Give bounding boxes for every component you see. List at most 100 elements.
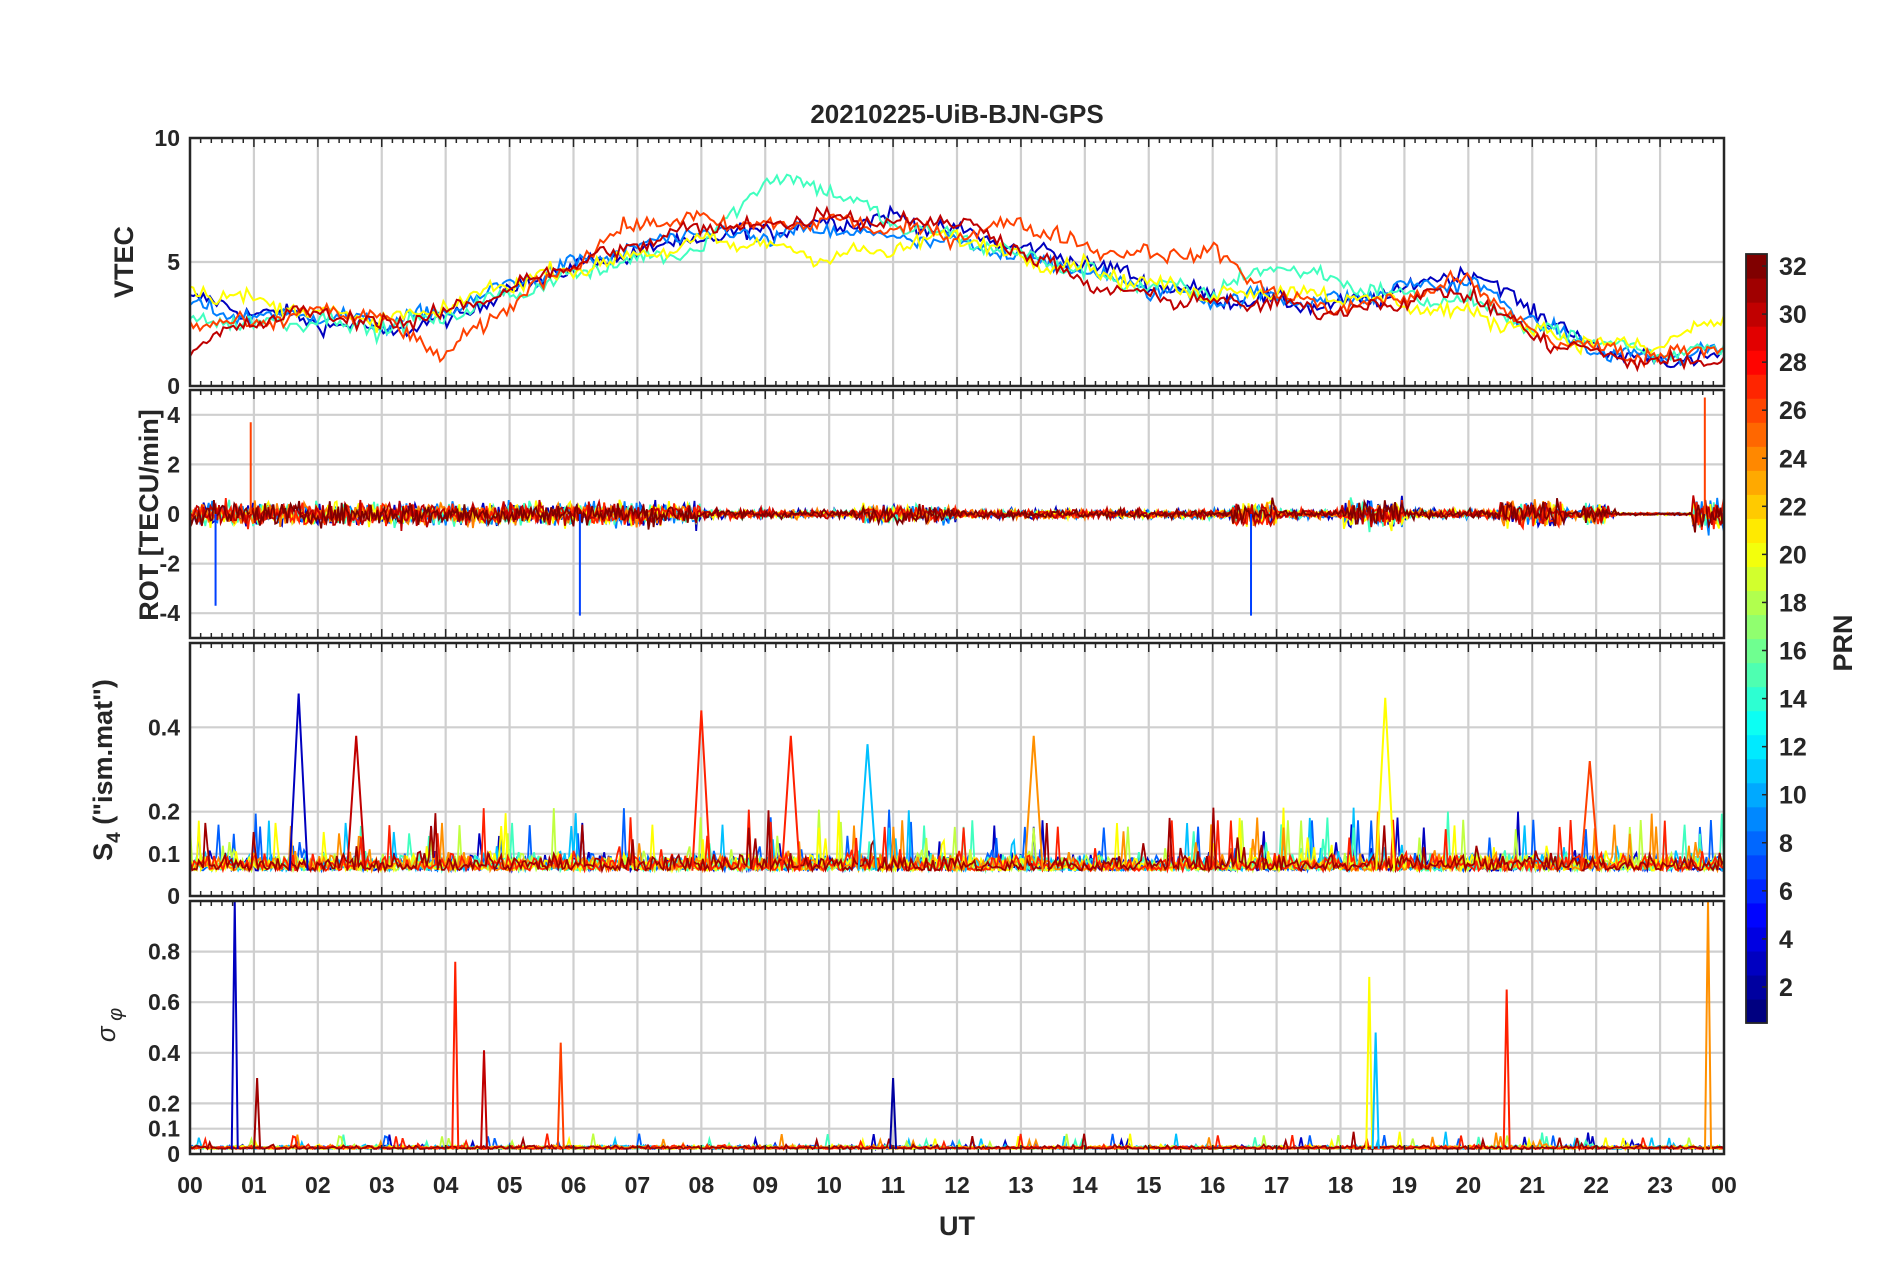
sigma_phi-peak [1704,901,1713,1149]
sigma_phi-y-tick-label: 0.1 [148,1116,180,1142]
colorbar-swatch [1746,734,1767,760]
colorbar-tick-label: 8 [1779,830,1793,858]
rot-axis-label: ROT [TECU/min] [134,409,164,620]
colorbar-swatch [1746,398,1767,423]
rot-series [190,497,1724,533]
colorbar-swatch [1746,686,1767,712]
vtec-series-prn-20 [190,228,1724,356]
sigma_phi-peak [556,1042,565,1149]
sigma_phi-y-tick-label: 0.8 [148,939,180,965]
x-tick-label: 01 [241,1172,267,1198]
sigma_phi-y-tick-label: 0 [167,1141,180,1167]
x-tick-label: 07 [625,1172,651,1198]
colorbar-swatch [1746,254,1767,279]
vtec-y-tick-label: 0 [167,373,180,399]
x-axis: 00 01 02 03 04 05 06 07 08 09 10 11 12 13 14 15 16 17 18 19… [177,1172,1737,1198]
colorbar-tick-label: 20 [1779,541,1807,569]
colorbar-tick-label: 30 [1779,301,1807,329]
colorbar-swatch [1746,374,1767,399]
vtec-panel: 0 5 10 [154,125,1726,399]
colorbar-swatch [1746,926,1767,952]
rot-y-tick-label: -2 [160,551,180,577]
s4-peak [346,735,367,871]
chart-title: 20210225-UiB-BJN-GPS [810,99,1103,129]
colorbar-swatch [1746,806,1767,832]
rot-series [190,397,1724,616]
s4-peak [288,693,309,871]
sigma_phi-peak [1502,989,1511,1149]
sigma-phi-panel: 00.10.2 0.4 0.6 0.8 [148,899,1726,1167]
colorbar-swatch [1746,878,1767,904]
colorbar-tick-label: 16 [1779,638,1807,666]
colorbar-swatch [1746,470,1767,495]
sigma_phi-peak [253,1078,262,1149]
x-tick-label: 06 [561,1172,587,1198]
rot-y-tick-label: -4 [160,600,181,626]
colorbar-tick-label: 18 [1779,589,1807,617]
colorbar-tick-label: 26 [1779,397,1807,425]
rot-series [190,495,1724,532]
x-tick-label: 17 [1264,1172,1290,1198]
colorbar-swatch [1746,662,1767,688]
rot-y-tick-label: 0 [167,501,180,527]
colorbar-swatch [1746,854,1767,880]
x-tick-label: 03 [369,1172,395,1198]
x-tick-label: 13 [1008,1172,1034,1198]
sigma_phi-peak [451,961,460,1149]
s4-series [190,693,1724,875]
x-tick-label: 05 [497,1172,523,1198]
x-tick-label: 09 [752,1172,778,1198]
colorbar-swatch [1746,518,1767,543]
colorbar-tick-label: 6 [1779,878,1793,906]
s4-peak [691,710,712,871]
x-tick-label: 11 [881,1172,906,1198]
x-tick-label: 08 [689,1172,715,1198]
colorbar-swatch [1746,326,1767,351]
s4-axis-label: S4 ("ism.mat") [88,679,125,861]
svg-text:σ φ: σ φ [91,1008,127,1042]
colorbar-swatch [1746,566,1767,592]
s4-peak [1375,697,1396,871]
colorbar-swatch [1746,494,1767,519]
colorbar-swatch [1746,614,1767,640]
sigma_phi-peak [1371,1032,1380,1149]
colorbar-tick-label: 10 [1779,782,1807,810]
sigma_phi-peak [230,901,239,1149]
colorbar-swatch [1746,998,1767,1024]
colorbar-swatch [1746,350,1767,375]
colorbar-swatch [1746,758,1767,784]
x-tick-label: 19 [1392,1172,1418,1198]
colorbar-swatch [1746,446,1767,471]
vtec-y-tick-label: 10 [154,125,180,151]
x-tick-label: 00 [1711,1172,1737,1198]
vtec-series-prn-30 [190,205,1724,373]
colorbar-swatch [1746,542,1767,568]
colorbar-swatch [1746,302,1767,327]
s4-series [190,807,1724,874]
x-tick-label: 02 [305,1172,331,1198]
s4-panel: 0 0.1 0.2 0.4 [148,641,1726,909]
x-tick-label: 14 [1072,1172,1098,1198]
colorbar-tick-label: 24 [1779,445,1807,473]
vtec-series-prn-26 [190,209,1724,369]
vtec-y-tick-label: 5 [167,249,180,275]
sigma_phi-peak [1365,976,1374,1149]
s4-y-tick-label: 0.4 [148,714,180,740]
s4-y-tick-label: 0.2 [148,799,180,825]
x-tick-label: 23 [1647,1172,1673,1198]
colorbar-tick-label: 2 [1779,974,1793,1002]
colorbar-swatch [1746,830,1767,856]
colorbar-swatch [1746,950,1767,976]
s4-peak [780,735,801,871]
colorbar-frame [1745,253,1768,1024]
sigma_phi-y-tick-label: 0.6 [148,989,180,1015]
colorbar-swatch [1746,710,1767,736]
s4-peak [857,744,878,871]
sigma-phi-axis-label: σ φ [91,1008,127,1042]
x-tick-label: 10 [816,1172,842,1198]
colorbar-swatch [1746,974,1767,1000]
rot-y-tick-label: 2 [167,451,180,477]
svg-text:S4 ("ism.mat"): S4 ("ism.mat") [88,679,125,861]
vtec-series [190,173,1724,373]
